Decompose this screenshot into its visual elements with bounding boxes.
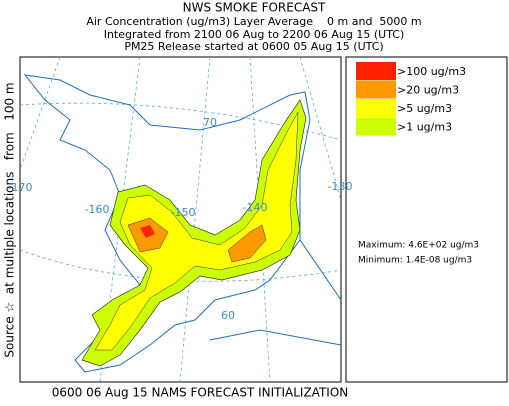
legend-label: >1 ug/m3 bbox=[397, 121, 452, 134]
minimum: Minimum: 1.4E-08 ug/m3 bbox=[358, 256, 472, 266]
grid-label: -130 bbox=[328, 180, 353, 193]
subtitle: Air Concentration (ug/m3) Layer Average … bbox=[86, 15, 421, 28]
footer: 0600 06 Aug 15 NAMS FORECAST INITIALIZAT… bbox=[52, 386, 349, 400]
legend-label: >20 ug/m3 bbox=[397, 84, 459, 97]
coastline bbox=[209, 239, 342, 346]
legend-label: >100 ug/m3 bbox=[397, 65, 466, 78]
smoke-contour bbox=[140, 225, 155, 238]
grid-label: -140 bbox=[243, 201, 268, 214]
release: PM25 Release started at 0600 05 Aug 15 (… bbox=[124, 40, 383, 53]
smoke-contour bbox=[127, 217, 267, 263]
grid-line bbox=[19, 102, 342, 141]
legend-swatch bbox=[356, 80, 396, 99]
title: NWS SMOKE FORECAST bbox=[183, 1, 326, 15]
source-label: Source ☆ at multiple locations from 100 … bbox=[3, 82, 17, 357]
integration: Integrated from 2100 06 Aug to 2200 06 A… bbox=[104, 28, 405, 41]
grid-label: -170 bbox=[8, 181, 33, 194]
grid-label: -160 bbox=[85, 203, 110, 216]
grid-line bbox=[19, 249, 342, 282]
grid-line bbox=[179, 56, 211, 383]
legend-swatch bbox=[356, 62, 396, 80]
legend-swatch bbox=[356, 99, 396, 117]
map bbox=[19, 56, 342, 383]
grid-label: -150 bbox=[171, 206, 196, 219]
smoke-contour bbox=[94, 111, 299, 351]
grid-line bbox=[19, 56, 61, 171]
legend-swatch bbox=[356, 117, 396, 136]
grid-label: 60 bbox=[221, 309, 235, 322]
grid-label: 70 bbox=[203, 116, 217, 129]
maximum: Maximum: 4.6E+02 ug/m3 bbox=[358, 241, 479, 251]
legend-label: >5 ug/m3 bbox=[397, 102, 452, 115]
grid-line bbox=[299, 56, 342, 201]
coastline bbox=[23, 74, 311, 373]
